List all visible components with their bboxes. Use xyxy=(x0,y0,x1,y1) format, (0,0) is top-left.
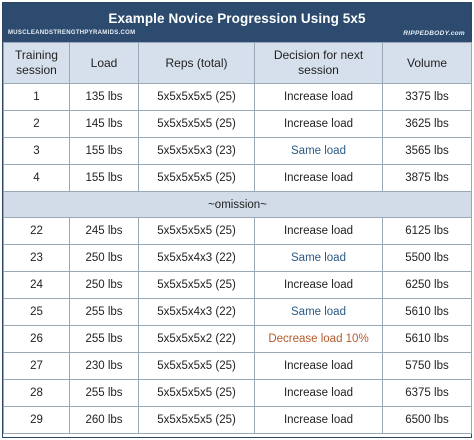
cell-volume: 6250 lbs xyxy=(382,271,472,299)
cell-session: 1 xyxy=(3,83,70,111)
cell-reps: 5x5x5x5x5 (25) xyxy=(138,406,255,434)
cell-reps: 5x5x5x5x5 (25) xyxy=(138,271,255,299)
cell-load: 135 lbs xyxy=(69,83,139,111)
cell-decision: Increase load xyxy=(254,271,383,299)
cell-volume: 5500 lbs xyxy=(382,244,472,272)
table-row: 4 155 lbs 5x5x5x5x5 (25) Increase load 3875 … xyxy=(3,164,472,192)
cell-load: 255 lbs xyxy=(69,298,139,326)
table-row: 26 255 lbs 5x5x5x5x2 (22) Decrease load 10%… xyxy=(3,325,472,353)
cell-decision: Increase load xyxy=(254,110,383,138)
cell-session: 24 xyxy=(3,271,70,299)
column-header-reps: Reps (total) xyxy=(138,42,255,84)
table-row: 28 255 lbs 5x5x5x5x5 (25) Increase load 6375… xyxy=(3,379,472,407)
cell-session: 26 xyxy=(3,325,70,353)
cell-load: 260 lbs xyxy=(69,406,139,434)
column-header-session: Training session xyxy=(3,42,70,84)
cell-load: 250 lbs xyxy=(69,271,139,299)
cell-session: 25 xyxy=(3,298,70,326)
cell-volume: 6500 lbs xyxy=(382,406,472,434)
table-row: 2 145 lbs 5x5x5x5x5 (25) Increase load 3625 … xyxy=(3,110,472,138)
progression-table: Training session Load Reps (total) Decis… xyxy=(3,42,472,434)
table-row: 24 250 lbs 5x5x5x5x5 (25) Increase load 6250… xyxy=(3,271,472,299)
cell-reps: 5x5x5x5x5 (25) xyxy=(138,217,255,245)
header-row: Training session Load Reps (total) Decis… xyxy=(3,42,472,84)
table-title: Example Novice Progression Using 5x5 xyxy=(108,11,366,26)
table-body-separator: ~omission~ xyxy=(3,191,472,218)
table-row: 23 250 lbs 5x5x5x4x3 (22) Same load 5500 lbs xyxy=(3,244,472,272)
column-header-decision: Decision for next session xyxy=(254,42,383,84)
source-site-label: MUSCLEANDSTRENGTHPYRAMIDS.COM xyxy=(8,30,136,36)
cell-reps: 5x5x5x5x5 (25) xyxy=(138,164,255,192)
cell-session: 23 xyxy=(3,244,70,272)
table-row: 25 255 lbs 5x5x5x4x3 (22) Same load 5610 lbs xyxy=(3,298,472,326)
cell-volume: 5610 lbs xyxy=(382,325,472,353)
cell-decision: Increase load xyxy=(254,379,383,407)
cell-decision: Decrease load 10% xyxy=(254,325,383,353)
cell-reps: 5x5x5x5x5 (25) xyxy=(138,83,255,111)
cell-reps: 5x5x5x5x5 (25) xyxy=(138,352,255,380)
cell-decision: Increase load xyxy=(254,83,383,111)
table-row: 22 245 lbs 5x5x5x5x5 (25) Increase load 6125… xyxy=(3,217,472,245)
cell-load: 155 lbs xyxy=(69,137,139,165)
table-row: 1 135 lbs 5x5x5x5x5 (25) Increase load 3375 … xyxy=(3,83,472,111)
cell-volume: 3565 lbs xyxy=(382,137,472,165)
cell-decision: Same load xyxy=(254,137,383,165)
cell-reps: 5x5x5x5x5 (25) xyxy=(138,379,255,407)
title-bar: Example Novice Progression Using 5x5 MUS… xyxy=(3,3,471,42)
cell-volume: 6375 lbs xyxy=(382,379,472,407)
cell-decision: Same load xyxy=(254,298,383,326)
cell-load: 145 lbs xyxy=(69,110,139,138)
cell-decision: Same load xyxy=(254,244,383,272)
cell-session: 28 xyxy=(3,379,70,407)
cell-session: 3 xyxy=(3,137,70,165)
cell-decision: Increase load xyxy=(254,406,383,434)
cell-session: 27 xyxy=(3,352,70,380)
cell-session: 4 xyxy=(3,164,70,192)
table-row: 29 260 lbs 5x5x5x5x5 (25) Increase load 6500… xyxy=(3,406,472,434)
column-header-volume: Volume xyxy=(382,42,472,84)
cell-load: 255 lbs xyxy=(69,325,139,353)
cell-load: 230 lbs xyxy=(69,352,139,380)
cell-volume: 3375 lbs xyxy=(382,83,472,111)
table-row: 27 230 lbs 5x5x5x5x5 (25) Increase load 5750… xyxy=(3,352,472,380)
cell-reps: 5x5x5x5x5 (25) xyxy=(138,110,255,138)
cell-session: 29 xyxy=(3,406,70,434)
cell-volume: 5750 lbs xyxy=(382,352,472,380)
cell-load: 245 lbs xyxy=(69,217,139,245)
cell-decision: Increase load xyxy=(254,217,383,245)
cell-reps: 5x5x5x5x3 (23) xyxy=(138,137,255,165)
table-row: 3 155 lbs 5x5x5x5x3 (23) Same load 3565 lbs xyxy=(3,137,472,165)
cell-load: 155 lbs xyxy=(69,164,139,192)
brand-logo-text: RIPPEDBODY.com xyxy=(403,30,465,37)
omission-label: ~omission~ xyxy=(3,191,472,218)
cell-load: 255 lbs xyxy=(69,379,139,407)
omission-row: ~omission~ xyxy=(3,191,472,218)
cell-session: 2 xyxy=(3,110,70,138)
cell-reps: 5x5x5x4x3 (22) xyxy=(138,244,255,272)
cell-decision: Increase load xyxy=(254,352,383,380)
cell-volume: 3625 lbs xyxy=(382,110,472,138)
cell-volume: 3875 lbs xyxy=(382,164,472,192)
table-body-bottom: 22 245 lbs 5x5x5x5x5 (25) Increase load 6125… xyxy=(3,217,472,434)
table-body-top: 1 135 lbs 5x5x5x5x5 (25) Increase load 3375 … xyxy=(3,83,472,192)
cell-volume: 5610 lbs xyxy=(382,298,472,326)
cell-decision: Increase load xyxy=(254,164,383,192)
cell-session: 22 xyxy=(3,217,70,245)
cell-load: 250 lbs xyxy=(69,244,139,272)
cell-volume: 6125 lbs xyxy=(382,217,472,245)
cell-reps: 5x5x5x4x3 (22) xyxy=(138,298,255,326)
column-header-load: Load xyxy=(69,42,139,84)
cell-reps: 5x5x5x5x2 (22) xyxy=(138,325,255,353)
